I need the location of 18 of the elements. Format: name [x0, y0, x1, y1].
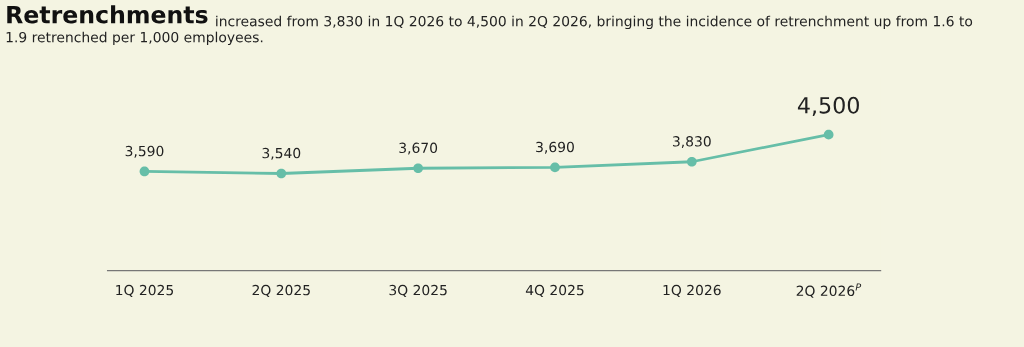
x-tick-label: 2Q 2025	[252, 284, 310, 297]
x-tick-label: 1Q 2026	[663, 284, 721, 297]
data-label: 3,540	[262, 147, 301, 160]
data-label: 4,500	[797, 96, 859, 116]
point	[413, 163, 423, 174]
point	[276, 168, 287, 179]
data-label: 3,690	[536, 141, 574, 154]
x-tick-label: 1Q 2025	[116, 284, 174, 297]
x-tick-label: 2Q 2026$^{P}$	[796, 283, 862, 298]
x-tick-label: 4Q 2025	[525, 284, 584, 297]
point	[139, 166, 150, 177]
point	[686, 156, 697, 167]
data-label: 3,830	[672, 136, 711, 148]
point	[823, 129, 834, 140]
x-tick-label: 3Q 2025	[389, 284, 447, 297]
point	[550, 162, 560, 173]
data-label: 3,670	[399, 142, 438, 155]
data-label: 3,590	[125, 145, 164, 158]
